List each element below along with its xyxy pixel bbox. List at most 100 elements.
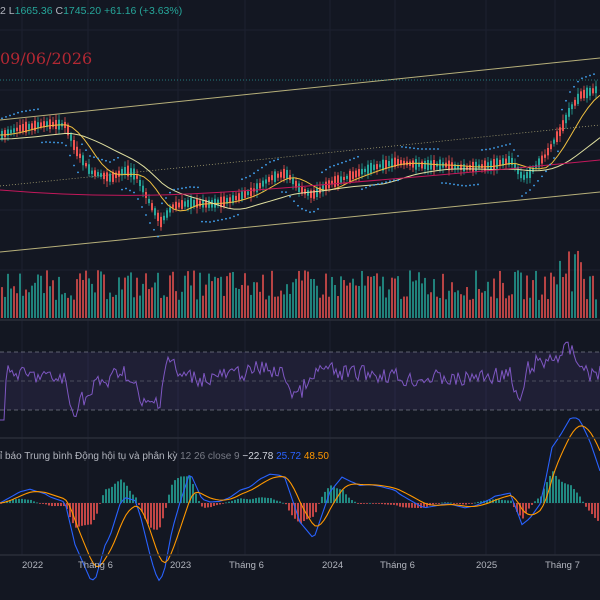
macd-histogram-bar	[327, 488, 329, 503]
volume-bar	[343, 280, 345, 318]
psar-dot	[145, 214, 147, 216]
candle-body	[247, 191, 249, 196]
signal-value: 25.72	[276, 451, 302, 462]
candle-body	[274, 171, 276, 182]
volume-bar	[412, 281, 414, 318]
macd-histogram-bar	[63, 503, 65, 507]
volume-bar	[154, 282, 156, 318]
candle-body	[340, 176, 342, 183]
candle-body	[508, 156, 510, 165]
macd-histogram-bar	[204, 503, 206, 508]
psar-dot	[341, 161, 343, 164]
macd-histogram-bar	[255, 498, 257, 503]
candle-body	[298, 183, 300, 193]
candle-body	[85, 163, 87, 167]
candle-body	[256, 183, 258, 193]
candle-body	[307, 190, 309, 196]
candle-body	[49, 119, 51, 130]
macd-histogram-bar	[207, 503, 209, 508]
psar-dot	[305, 209, 307, 212]
macd-histogram-bar	[198, 501, 200, 503]
volume-bar	[577, 250, 579, 318]
candle-body	[127, 165, 129, 177]
macd-histogram-bar	[267, 497, 269, 503]
macd-histogram-bar	[105, 489, 107, 503]
macd-histogram-bar	[369, 502, 371, 504]
volume-bar	[97, 270, 99, 318]
candle-body	[142, 185, 144, 193]
candle-body	[463, 164, 465, 172]
pane-separators[interactable]	[0, 319, 600, 556]
macd-title: ỉ báo Trung bình Động hội tụ và phân kỳ	[0, 451, 178, 462]
candle-body	[139, 179, 141, 187]
volume-bar	[424, 277, 426, 318]
psar-dot	[101, 158, 103, 161]
macd-histogram-bar	[126, 485, 128, 503]
volume-bar	[130, 272, 132, 318]
macd-legend[interactable]: ỉ báo Trung bình Động hội tụ và phân kỳ …	[0, 451, 329, 462]
volume-bar	[394, 278, 396, 318]
macd-histogram-bar	[441, 502, 443, 504]
candle-body	[130, 168, 132, 177]
psar-dot	[421, 148, 423, 150]
volume-bar	[421, 283, 423, 318]
macd-histogram-bar	[111, 486, 113, 503]
volume-bar	[259, 291, 261, 318]
volume-bar	[223, 295, 225, 318]
psar-dot	[365, 186, 367, 189]
candle-body	[559, 127, 561, 137]
macd-histogram-bar	[510, 500, 512, 503]
candle-body	[415, 159, 417, 170]
psar-dot	[509, 143, 511, 145]
volume-bar	[319, 297, 321, 318]
candle-body	[367, 164, 369, 174]
x-label-thang-6-2024: Tháng 6	[380, 560, 415, 571]
volume-bar	[490, 296, 492, 318]
volume-bar	[214, 276, 216, 318]
candle-body	[493, 159, 495, 170]
volume-bar	[61, 294, 63, 318]
psar-dot	[537, 180, 539, 182]
macd-histogram-bar	[93, 503, 95, 520]
trend-channel[interactable]	[0, 57, 600, 253]
macd-histogram-bar	[45, 503, 47, 505]
volume-bar	[280, 290, 282, 318]
macd-histogram-bar	[285, 503, 287, 505]
macd-histogram-bar	[333, 487, 335, 503]
ohlc-legend: 2 L1665.36 C1745.20 +61.16 (+3.63%)	[0, 5, 182, 17]
volume-bar	[25, 289, 27, 318]
macd-histogram-bar	[24, 499, 26, 503]
macd-histogram-bar	[504, 500, 506, 503]
candle-body	[277, 173, 279, 178]
psar-dot	[569, 91, 571, 93]
volume-bar	[511, 294, 513, 318]
volume-bar	[217, 278, 219, 318]
psar-dot	[129, 189, 131, 192]
psar-dot	[577, 80, 579, 83]
candle-body	[526, 171, 528, 179]
volume-bar	[94, 292, 96, 318]
candle-body	[202, 199, 204, 208]
candle-body	[187, 200, 189, 207]
macd-histogram-bar	[54, 503, 56, 507]
macd-histogram-bar	[36, 502, 38, 504]
histogram-value: 48.50	[303, 451, 329, 462]
volume-bar	[595, 299, 597, 318]
volume-bar	[31, 285, 33, 318]
candle-body	[550, 144, 552, 150]
macd-histogram-bar	[330, 485, 332, 503]
candle-body	[433, 160, 435, 170]
volume-bar	[346, 285, 348, 318]
macd-histogram-bar	[519, 503, 521, 516]
macd-histogram-bar	[402, 503, 404, 508]
psar-dot	[61, 141, 63, 144]
macd-histogram-bar	[168, 494, 170, 503]
candle-body	[331, 180, 333, 185]
macd-histogram-bar	[444, 502, 446, 504]
macd-histogram-bar	[534, 501, 536, 503]
time-axis[interactable]: 2022 Tháng 6 2023 Tháng 6 2024 Tháng 6 2…	[0, 555, 600, 575]
volume-bar	[13, 286, 15, 318]
macd-value: −22.78	[242, 451, 274, 462]
candle-body	[427, 160, 429, 170]
